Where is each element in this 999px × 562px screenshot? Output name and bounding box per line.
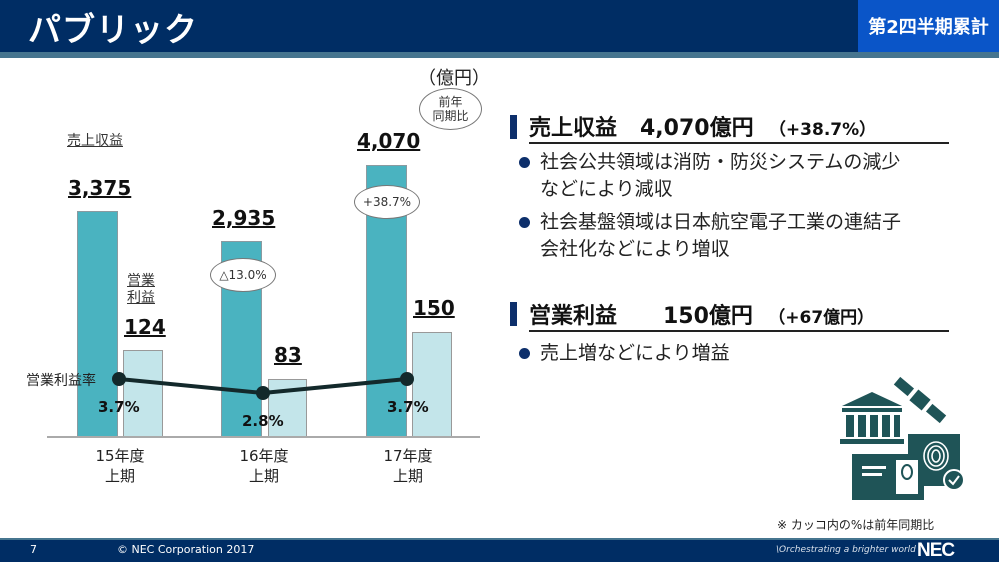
op-series-label: 営業 利益 <box>127 273 155 306</box>
sales-bullet-2: 社会基盤領域は日本航空電子工業の連結子 会社化などにより増収 <box>519 209 901 263</box>
sales-value-2: 2,935 <box>212 206 276 230</box>
op-value-1: 124 <box>124 315 166 339</box>
yoy-legend-line2: 同期比 <box>432 109 469 123</box>
yoy-legend-line1: 前年 <box>438 95 463 109</box>
yoy-ellipse-2: △13.0% <box>210 258 276 292</box>
op-value-3: 150 <box>413 296 455 320</box>
margin-value-1: 3.7% <box>98 398 140 416</box>
op-value-2: 83 <box>274 343 302 367</box>
op-bar-1 <box>123 350 163 437</box>
x-axis <box>47 436 480 438</box>
op-section-marker <box>510 302 517 326</box>
unit-label: （億円） <box>418 68 490 89</box>
margin-line <box>112 372 414 400</box>
header-divider <box>0 52 999 58</box>
category-label-2: 16年度 上期 <box>239 447 289 485</box>
category-label-1: 15年度 上期 <box>95 447 145 485</box>
sales-summary-heading: 売上収益 4,070億円 （+38.7%） <box>529 110 949 144</box>
margin-value-3: 3.7% <box>387 398 429 416</box>
margin-value-2: 2.8% <box>242 412 284 430</box>
sales-value-1: 3,375 <box>68 176 132 200</box>
slide-footer: 7 © NEC Corporation 2017 \Orchestrating … <box>0 538 999 562</box>
bullet-dot-icon <box>519 217 530 228</box>
category-label-3: 17年度 上期 <box>383 447 433 485</box>
tagline: \Orchestrating a brighter world <box>776 545 916 555</box>
period-badge: 第2四半期累計 <box>858 0 999 52</box>
sales-bullet-1: 社会公共領域は消防・防災システムの減少 などにより減収 <box>519 149 900 203</box>
bullet-dot-icon <box>519 157 530 168</box>
op-bullet-1: 売上増などにより増益 <box>519 340 730 367</box>
bullet-dot-icon <box>519 348 530 359</box>
page-number: 7 <box>30 543 37 556</box>
slide-header: パブリック 第2四半期累計 <box>0 0 999 52</box>
copyright: © NEC Corporation 2017 <box>117 543 255 556</box>
op-summary-heading: 営業利益 150億円 （+67億円） <box>529 298 949 332</box>
margin-series-label: 営業利益率 <box>26 373 96 389</box>
footnote: ※ カッコ内の%は前年同期比 <box>777 518 935 532</box>
sales-section-marker <box>510 115 517 139</box>
page-title: パブリック <box>28 10 198 49</box>
nec-logo: NEC <box>917 540 955 561</box>
yoy-ellipse-3: +38.7% <box>354 185 420 219</box>
sales-value-3: 4,070 <box>357 129 421 153</box>
sales-series-label: 売上収益 <box>67 133 123 149</box>
yoy-legend: 前年 同期比 <box>419 88 482 130</box>
public-infrastructure-icon <box>840 376 965 500</box>
op-bar-3 <box>412 332 452 437</box>
